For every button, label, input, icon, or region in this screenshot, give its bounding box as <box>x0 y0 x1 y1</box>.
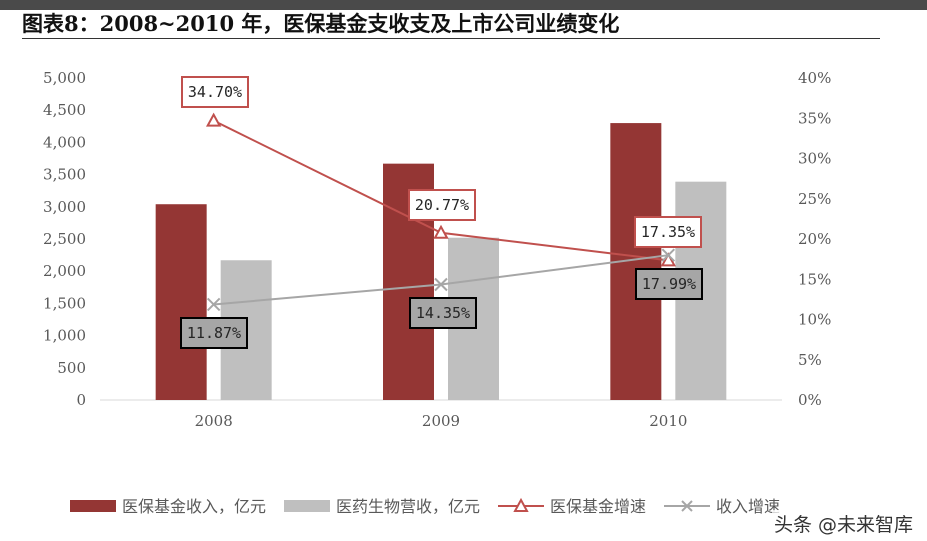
x-marker <box>434 277 448 292</box>
revenue-growth-data-label-box <box>635 268 703 300</box>
x-marker <box>206 297 221 312</box>
y-left-tick-label: 4,500 <box>43 101 86 119</box>
y-right-tick-label: 0% <box>798 391 822 409</box>
x-tick-label: 2010 <box>649 412 687 430</box>
y-right-tick-label: 25% <box>798 190 831 208</box>
y-left-tick-label: 3,000 <box>43 198 86 216</box>
y-right-tick-label: 15% <box>798 270 831 288</box>
triangle-marker <box>660 252 677 267</box>
triangle-marker <box>433 224 449 239</box>
y-right-tick-label: 30% <box>798 150 831 168</box>
x-tick-label: 2009 <box>422 412 460 430</box>
y-left-tick-label: 2,500 <box>43 230 86 248</box>
y-right-tick-label: 40% <box>798 69 831 87</box>
legend-swatch <box>284 500 330 512</box>
revenue-growth-data-label-box <box>180 317 248 349</box>
legend-label: 医药生物营收，亿元 <box>336 497 480 516</box>
y-left-tick-label: 5,000 <box>43 69 86 87</box>
title-divider <box>22 38 880 39</box>
chart-title: 图表8：2008~2010 年，医保基金支收支及上市公司业绩变化 <box>22 11 620 36</box>
legend-swatch <box>70 500 116 512</box>
fund-growth-data-label: 20.77% <box>415 196 469 214</box>
revenue-growth-data-label: 14.35% <box>416 304 470 322</box>
y-left-tick-label: 1,500 <box>43 294 86 312</box>
fund-growth-data-label-box <box>634 216 702 248</box>
y-right-tick-label: 5% <box>798 351 822 369</box>
fund-growth-data-label-box <box>181 76 249 108</box>
revenue-growth-data-label: 17.99% <box>642 275 696 293</box>
triangle-marker <box>205 112 222 127</box>
watermark: 头条 @未来智库 <box>771 510 915 537</box>
bar <box>155 204 207 400</box>
y-left-tick-label: 1,000 <box>43 327 86 345</box>
legend-label: 医保基金收入，亿元 <box>122 497 266 516</box>
y-right-tick-label: 10% <box>798 311 831 329</box>
legend-label: 医保基金增速 <box>550 497 646 516</box>
x-marker <box>661 248 676 262</box>
legend-marker <box>681 500 693 512</box>
y-left-tick-label: 3,500 <box>43 166 86 184</box>
fund-growth-data-label: 17.35% <box>641 223 695 241</box>
x-tick-label: 2008 <box>195 412 233 430</box>
y-left-tick-label: 500 <box>57 359 86 377</box>
y-left-tick-label: 0 <box>76 391 86 409</box>
y-left-tick-label: 4,000 <box>43 133 86 151</box>
fund-growth-data-label-box <box>408 189 476 221</box>
y-right-tick-label: 35% <box>798 109 831 127</box>
top-dark-bar <box>0 0 927 10</box>
revenue-growth-data-label: 11.87% <box>187 324 241 342</box>
legend-marker <box>513 497 529 512</box>
revenue-growth-data-label-box <box>409 297 477 329</box>
fund-growth-data-label: 34.70% <box>188 83 242 101</box>
y-left-tick-label: 2,000 <box>43 262 86 280</box>
y-right-tick-label: 20% <box>798 230 831 248</box>
legend-label: 收入增速 <box>716 497 780 516</box>
